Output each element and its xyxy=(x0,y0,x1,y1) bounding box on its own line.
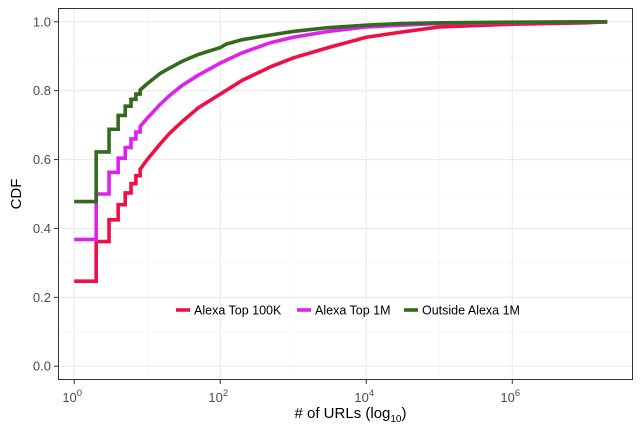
minor-grid xyxy=(58,8,633,380)
legend: Alexa Top 100K Alexa Top 1M Outside Alexa … xyxy=(176,304,520,318)
x-axis-title-subscript: 10 xyxy=(390,414,402,425)
y-axis-title: CDF xyxy=(8,179,25,210)
x-axis-ticks: 100 102 104 106 xyxy=(62,380,520,405)
y-tick-label: 0.0 xyxy=(33,359,51,374)
y-tick-label: 0.4 xyxy=(33,221,51,236)
x-tick-label: 104 xyxy=(354,388,374,405)
y-tick-label: 0.6 xyxy=(33,152,51,167)
plot-border xyxy=(58,8,633,380)
legend-label-2: Outside Alexa 1M xyxy=(422,304,520,318)
legend-label-0: Alexa Top 100K xyxy=(194,304,282,318)
series-line-2 xyxy=(74,19,608,204)
x-tick-label: 106 xyxy=(500,388,520,405)
x-axis-title-close: ) xyxy=(402,405,407,422)
y-axis-ticks: 0.0 0.2 0.4 0.6 0.8 1.0 xyxy=(33,14,58,374)
series-line-1 xyxy=(74,19,608,242)
major-grid xyxy=(58,8,633,380)
x-axis-title-main: # of URLs (log xyxy=(295,405,391,422)
legend-label-1: Alexa Top 1M xyxy=(315,304,391,318)
x-axis-title: # of URLs (log10) xyxy=(295,405,407,425)
series-lines xyxy=(74,19,608,283)
series-line-0 xyxy=(74,19,608,283)
y-tick-label: 1.0 xyxy=(33,14,51,29)
y-tick-label: 0.8 xyxy=(33,83,51,98)
x-tick-label: 102 xyxy=(208,388,228,405)
x-tick-label: 100 xyxy=(62,388,82,405)
y-tick-label: 0.2 xyxy=(33,290,51,305)
